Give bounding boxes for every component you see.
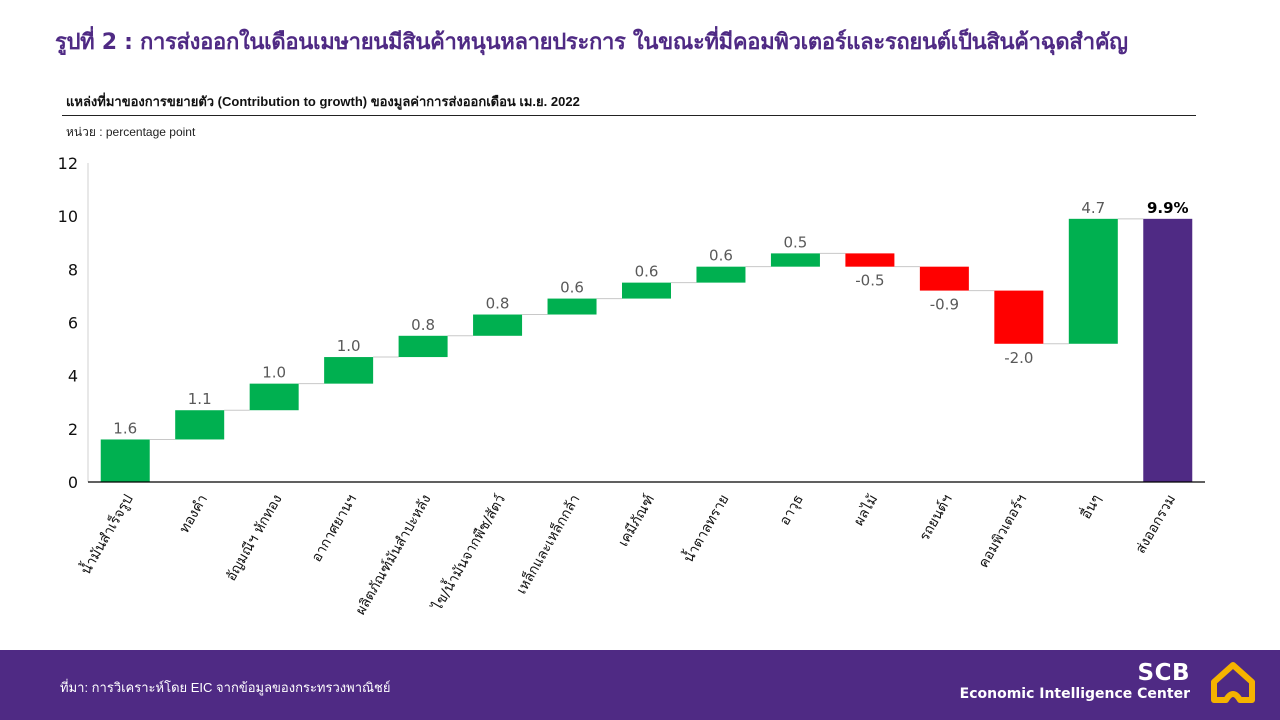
x-axis: น้ำมันสำเร็จรูป ทองคำ อัญมณีฯ หักทอง อากาศย…: [75, 481, 1205, 618]
bar-2: [249, 383, 299, 411]
y-tick-label: 10: [58, 207, 78, 226]
y-tick-label: 8: [68, 260, 78, 279]
bar-5: [473, 314, 523, 336]
y-axis: 0 2 4 6 8 10 12: [58, 154, 89, 492]
x-tick-label: น้ำมันสำเร็จรูป: [75, 490, 136, 577]
x-tick-label: ไข/น้ำมันจากพืช/สัตว์: [427, 490, 509, 614]
bar-4: [398, 335, 448, 358]
x-tick-label: อัญมณีฯ หักทอง: [223, 492, 285, 584]
page-title: รูปที่ 2 : การส่งออกในเดือนเมษายนมีสินค้…: [55, 30, 1128, 55]
scb-emblem-icon: [1211, 662, 1255, 703]
x-tick-label: อาวุธ: [777, 492, 807, 528]
x-tick-label: รถยนต์ฯ: [916, 492, 956, 544]
x-tick-label: คอมพิวเตอร์ฯ: [975, 492, 1031, 571]
x-tick-label: ทองคำ: [176, 492, 211, 536]
bar-7: [622, 282, 671, 299]
bar-13: [1068, 218, 1118, 344]
y-tick-label: 0: [68, 473, 78, 492]
bar-9: [770, 253, 820, 267]
y-tick-label: 12: [58, 154, 78, 173]
data-label: 0.6: [709, 247, 733, 265]
bar-10: [845, 253, 895, 267]
unit-label: หน่วย : percentage point: [66, 125, 196, 139]
bar-8: [696, 266, 746, 283]
footer-band: ที่มา: การวิเคราะห์โดย EIC จากข้อมูลของก…: [0, 650, 1280, 720]
y-tick-label: 2: [68, 420, 78, 439]
data-label: -0.9: [930, 296, 959, 314]
data-label: 1.0: [337, 337, 361, 355]
data-label: 0.6: [635, 263, 659, 281]
connectors: [149, 218, 1144, 440]
x-tick-label: ผลไม้: [850, 492, 881, 529]
y-tick-label: 4: [68, 367, 78, 386]
title-divider: [62, 115, 1196, 116]
logo-eic-text: Economic Intelligence Center: [959, 686, 1190, 702]
x-tick-label: ส่งออกรวม: [1133, 492, 1180, 557]
data-label: -0.5: [855, 272, 884, 290]
bars: [100, 218, 1193, 482]
x-tick-label: เหล็กและเหล็กกล้า: [512, 491, 584, 597]
bar-12: [994, 290, 1044, 344]
bar-3: [324, 357, 374, 384]
bar-0: [100, 439, 150, 482]
bar-1: [175, 410, 225, 440]
chart-title: แหล่งที่มาของการขยายตัว (Contribution to…: [66, 94, 580, 109]
data-label: 1.0: [262, 364, 286, 382]
bar-11: [919, 266, 969, 291]
data-label: 0.6: [560, 279, 584, 297]
data-label: 4.7: [1081, 199, 1105, 217]
data-label: 9.9%: [1147, 199, 1189, 217]
data-label: 1.1: [188, 390, 212, 408]
x-tick-label: น้ำตาลทราย: [678, 491, 732, 566]
data-labels: 1.6 1.1 1.0 1.0 0.8 0.8 0.6 0.6 0.6 0.5 -0.5 -0.9 -2…: [113, 199, 1188, 438]
bar-6: [547, 298, 597, 315]
data-label: -2.0: [1004, 349, 1033, 367]
y-tick-label: 6: [68, 314, 78, 333]
logo-scb-text: SCB: [1137, 660, 1190, 686]
x-tick-label: เคมีภัณฑ์: [615, 492, 658, 550]
waterfall-chart: 0 2 4 6 8 10 12 1.6 1.1 1.0 1.0 0.8 0.8 0.6 0.6 0.6 0.5…: [58, 154, 1205, 618]
x-tick-label: ผลิตภัณฑ์มันสำปะหลัง: [352, 491, 435, 617]
x-tick-label: อากาศยานฯ: [309, 492, 360, 565]
x-tick-label: อื่นๆ: [1076, 491, 1104, 522]
data-label: 0.8: [411, 316, 435, 334]
data-label: 0.8: [486, 295, 510, 313]
source-note: ที่มา: การวิเคราะห์โดย EIC จากข้อมูลของก…: [60, 680, 391, 695]
data-label: 1.6: [113, 419, 137, 437]
bar-14: [1143, 218, 1193, 482]
data-label: 0.5: [784, 233, 808, 251]
